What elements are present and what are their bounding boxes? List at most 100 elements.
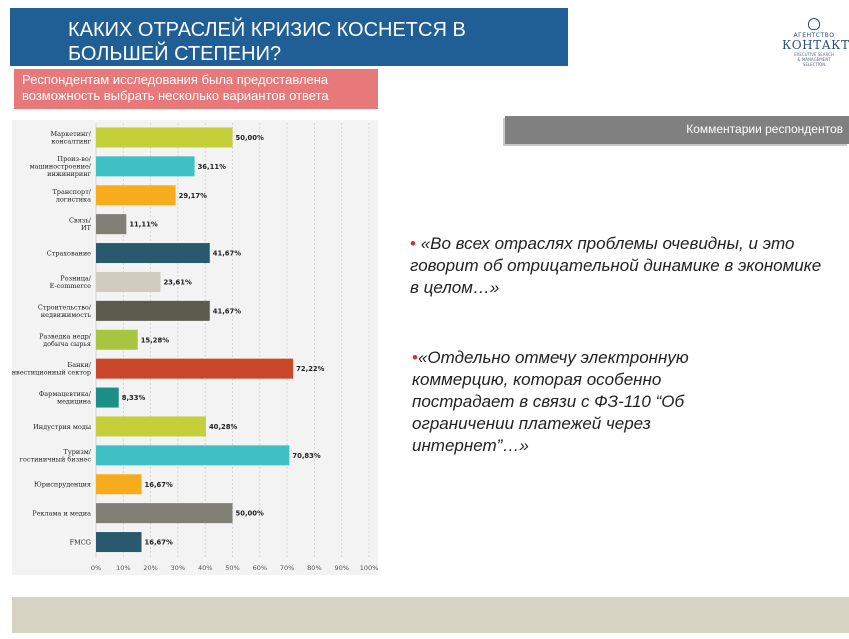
bar-value-label: 16,67%	[145, 481, 173, 489]
x-tick-label: 80%	[307, 564, 321, 572]
bullet-icon: •	[412, 348, 418, 367]
category-label-line: Разведка недр/	[39, 332, 92, 340]
bar	[96, 271, 161, 292]
category-label: Реклама и медиа	[32, 509, 91, 517]
x-tick-label: 70%	[280, 564, 294, 572]
category-label: Розница/E-commerce	[50, 275, 92, 291]
bar	[96, 358, 294, 379]
x-tick-label: 30%	[171, 564, 185, 572]
x-tick-label: 20%	[143, 564, 157, 572]
comment-quote-2-text: «Отдельно отмечу электронную коммерцию, …	[412, 348, 689, 455]
bar	[96, 243, 210, 264]
comments-header: Комментарии респондентов	[505, 116, 849, 144]
category-label-line: Индустрия моды	[33, 423, 91, 431]
category-label-line: Фармацевтика/	[39, 390, 92, 398]
bar	[96, 445, 290, 466]
logo-sub-line-2: & MANAGEMENT	[797, 57, 831, 62]
bar	[96, 532, 142, 553]
bar-value-label: 41,67%	[213, 307, 241, 315]
category-label-line: E-commerce	[50, 282, 92, 290]
title-banner: КАКИХ ОТРАСЛЕЙ КРИЗИС КОСНЕТСЯ В БОЛЬШЕЙ…	[10, 8, 568, 66]
category-label: Фармацевтика/медицина	[39, 390, 92, 406]
comment-quote-1: • «Во всех отраслях проблемы очевидны, и…	[410, 233, 830, 299]
category-label-line: инжиниринг	[47, 170, 91, 178]
x-tick-label: 0%	[91, 564, 101, 572]
industries-bar-chart: 0% 10% 20% 30% 40% 50% 60% 70% 80% 90% 100% 50,00% М…	[12, 120, 378, 575]
category-label-line: инвестиционный сектор	[12, 369, 91, 377]
bar-value-label: 40,28%	[209, 423, 237, 431]
logo-sub-line-3: SELECTION	[802, 62, 826, 67]
x-tick-label: 40%	[198, 564, 212, 572]
x-tick-label: 50%	[225, 564, 239, 572]
category-label-line: Реклама и медиа	[32, 509, 91, 517]
category-label-line: Строительство/	[38, 303, 92, 311]
footer-band	[12, 597, 849, 633]
bar	[96, 214, 127, 235]
category-label: Страхование	[47, 249, 91, 257]
category-label-line: добыча сырья	[43, 340, 91, 348]
bar	[96, 127, 233, 148]
category-label: Связь/ИТ	[69, 217, 92, 233]
category-label-line: логистика	[56, 195, 91, 203]
bar-value-label: 70,83%	[292, 452, 320, 460]
logo-top-text: АГЕНТСТВО	[793, 32, 835, 39]
bar-value-label: 72,22%	[296, 365, 324, 373]
bar-value-label: 11,11%	[129, 221, 157, 229]
comment-quote-1-text: «Во всех отраслях проблемы очевидны, и э…	[410, 234, 822, 297]
category-label: Маркетинг/консалтинг	[51, 130, 92, 146]
category-label-line: Страхование	[47, 249, 91, 257]
category-label-line: Юриспруденция	[34, 481, 91, 489]
bar-value-label: 50,00%	[236, 510, 264, 518]
logo-sub-line-1: EXECUTIVE SEARCH	[794, 52, 834, 57]
x-tick-label: 10%	[116, 564, 130, 572]
category-label: Разведка недр/добыча сырья	[39, 332, 92, 348]
comment-quote-2: •«Отдельно отмечу электронную коммерцию,…	[412, 347, 742, 457]
bar	[96, 329, 138, 350]
logo-emblem-icon	[808, 18, 820, 30]
category-label: Строительство/недвижимость	[38, 303, 92, 319]
bar-value-label: 50,00%	[236, 134, 264, 142]
bar-value-label: 29,17%	[179, 192, 207, 200]
category-label-line: машиностроение/	[30, 163, 92, 171]
category-label-line: медицина	[57, 398, 91, 406]
x-tick-label: 60%	[253, 564, 267, 572]
category-label-line: Туризм/	[64, 448, 92, 456]
bar	[96, 474, 142, 495]
category-label: Туризм/гостиничный бизнес	[20, 448, 92, 464]
category-label-line: Розница/	[60, 275, 92, 283]
category-label-line: Транспорт/	[52, 188, 91, 196]
bar	[96, 185, 176, 206]
category-label-line: Банки/	[67, 361, 91, 369]
category-label: Произ-во/машиностроение/инжиниринг	[30, 155, 92, 178]
category-label: Индустрия моды	[33, 423, 91, 431]
category-label-line: Произ-во/	[57, 155, 91, 163]
bar	[96, 387, 119, 408]
respondents-note: Респондентам исследования была предостав…	[14, 69, 378, 109]
category-label-line: FMCG	[70, 538, 91, 546]
category-label-line: Маркетинг/	[51, 130, 92, 138]
bar-value-label: 15,28%	[141, 336, 169, 344]
respondents-note-text: Респондентам исследования была предостав…	[22, 72, 329, 103]
x-tick-label: 100%	[360, 564, 378, 572]
bar-value-label: 41,67%	[213, 250, 241, 258]
bar-value-label: 36,11%	[198, 163, 226, 171]
category-label-line: Связь/	[69, 217, 92, 225]
page-title: КАКИХ ОТРАСЛЕЙ КРИЗИС КОСНЕТСЯ В БОЛЬШЕЙ…	[68, 19, 466, 65]
logo-name: КОНТАКТ	[782, 38, 849, 52]
category-label-line: недвижимость	[41, 311, 92, 319]
category-label-line: гостиничный бизнес	[20, 455, 92, 463]
category-label: Транспорт/логистика	[52, 188, 91, 204]
category-label: Банки/инвестиционный сектор	[12, 361, 92, 377]
bar	[96, 416, 206, 437]
category-label: Юриспруденция	[34, 481, 91, 489]
agency-logo: АГЕНТСТВО КОНТАКТ EXECUTIVE SEARCH & MAN…	[782, 18, 849, 70]
bar-value-label: 23,61%	[163, 278, 191, 286]
bar-value-label: 8,33%	[122, 394, 146, 402]
bar	[96, 300, 210, 321]
comments-header-label: Комментарии респондентов	[686, 122, 843, 136]
bar-value-label: 16,67%	[145, 539, 173, 547]
category-label: FMCG	[70, 538, 91, 546]
bar	[96, 503, 233, 524]
chart-svg: 0% 10% 20% 30% 40% 50% 60% 70% 80% 90% 100% 50,00% М…	[12, 123, 378, 572]
category-label-line: консалтинг	[51, 138, 91, 146]
